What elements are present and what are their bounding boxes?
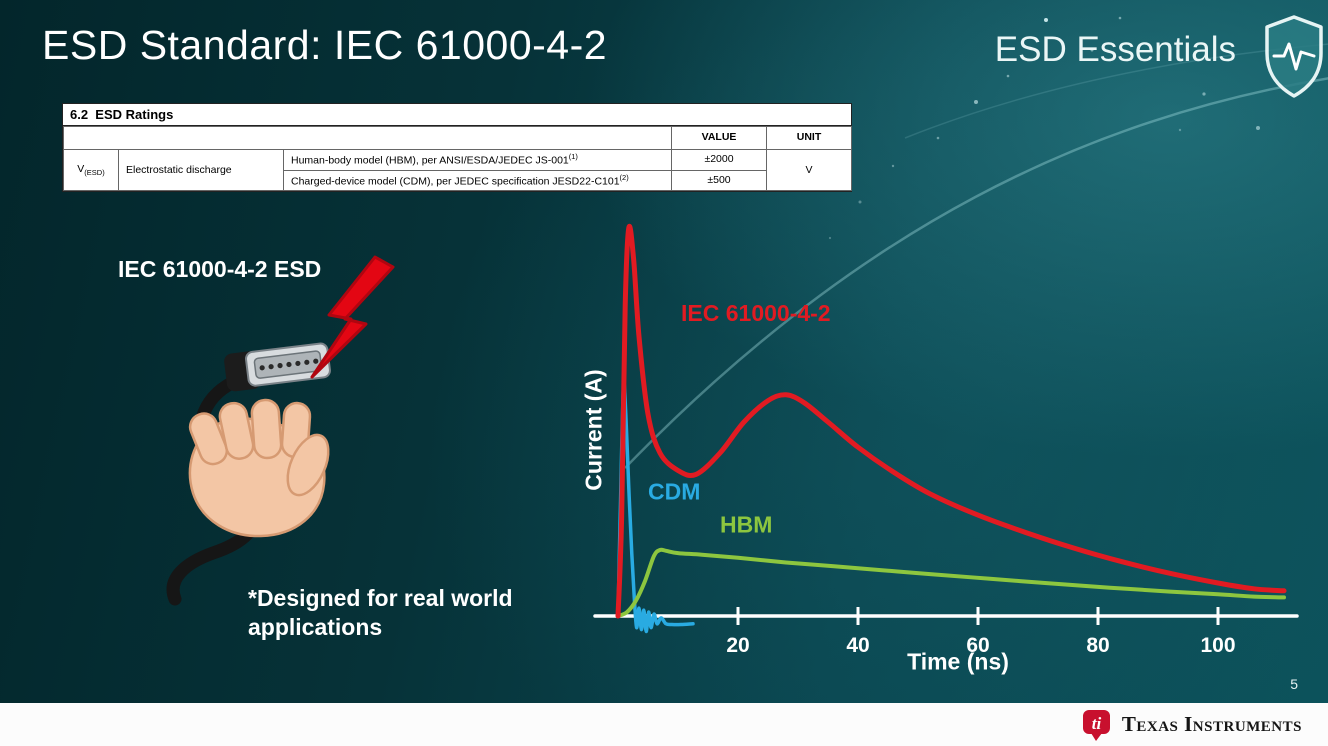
unit-column-header: UNIT [766,126,852,150]
param-symbol-cell: V(ESD) [63,148,119,192]
cdm-description-cell: Charged-device model (CDM), per JEDEC sp… [283,169,672,192]
hand [188,398,330,538]
hbm-value-cell: ±2000 [671,149,767,171]
chart-x-axis-label: Time (ns) [907,648,1009,675]
svg-text:HBM: HBM [720,512,772,538]
hbm-description: Human-body model (HBM), per ANSI/ESDA/JE… [291,154,569,167]
hdmi-connector [224,342,331,392]
table-section-heading: 6.2 ESD Ratings [63,104,851,126]
hbm-description-cell: Human-body model (HBM), per ANSI/ESDA/JE… [283,149,672,171]
ti-bug-icon: ti [1082,709,1110,741]
illustration-caption: IEC 61000-4-2 ESD [118,256,322,282]
header-empty-cell [63,126,672,150]
esd-ratings-table: 6.2 ESD Ratings VALUE UNIT V(ESD) Electr… [62,103,852,193]
table-row: V(ESD) Electrostatic discharge Human-bod… [63,148,852,192]
swoosh-arc [624,77,1328,469]
svg-text:80: 80 [1086,634,1109,657]
cdm-value-cell: ±500 [671,169,767,192]
sparkle-dots [828,16,1260,240]
param-symbol-subscript: (ESD) [84,167,105,177]
waveform-chart-area: 20 40 60 80 100 CDM HBM IEC 61000-4-2 [555,205,1320,685]
cdm-footnote-ref: (2) [619,172,629,182]
chart-y-axis-label: Current (A) [580,369,607,491]
table-header-row: VALUE UNIT [63,126,852,150]
page-number: 5 [1290,676,1298,692]
hbm-footnote-ref: (1) [568,152,578,161]
hand-holding-hdmi-connector-illustration [166,255,395,606]
svg-text:IEC 61000-4-2: IEC 61000-4-2 [681,300,831,326]
cdm-description: Charged-device model (CDM), per JEDEC sp… [291,175,620,188]
svg-text:100: 100 [1200,634,1235,657]
svg-text:60: 60 [966,634,989,657]
table-row: Charged-device model (CDM), per JEDEC sp… [64,169,852,192]
unit-cell: V [766,148,852,192]
value-column-header: VALUE [671,126,767,150]
lightning-bolt-icon [310,255,395,379]
slide-title: ESD Standard: IEC 61000-4-2 [42,22,608,68]
esd-shield-icon [1265,15,1323,98]
svg-text:CDM: CDM [648,479,700,505]
ti-bug-letters: ti [1092,714,1102,733]
svg-text:40: 40 [846,634,869,657]
ratings-grid: VALUE UNIT V(ESD) Electrostatic discharg… [63,126,852,192]
note-line2: applications [248,614,383,641]
ti-wordmark: Texas Instruments [1121,712,1302,736]
ti-logo: ti Texas Instruments [1081,708,1302,742]
svg-text:20: 20 [726,634,749,657]
footer-bar: ti Texas Instruments [0,703,1328,746]
series-brand-title: ESD Essentials [994,30,1236,69]
note-line1: *Designed for real world [248,585,513,611]
esd-waveform-chart: 20 40 60 80 100 CDM HBM IEC 61000-4-2 [593,223,1299,657]
designed-note: *Designed for real world applications [248,584,513,643]
param-name-cell: Electrostatic discharge [118,148,284,192]
param-symbol: V [77,162,85,175]
